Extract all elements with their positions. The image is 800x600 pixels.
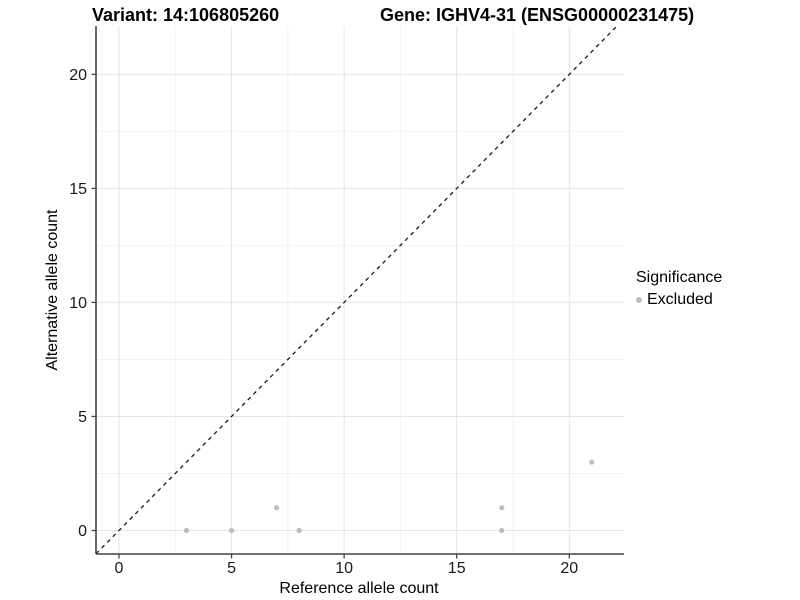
legend-item-label: Excluded — [647, 291, 713, 308]
gene-title: Gene: IGHV4-31 (ENSG00000231475) — [380, 5, 695, 25]
data-point — [228, 527, 235, 534]
x-tick-label: 20 — [560, 560, 578, 577]
data-point — [499, 505, 505, 511]
data-point — [183, 527, 190, 534]
identity-line — [95, 25, 618, 555]
y-tick-label: 20 — [69, 67, 87, 84]
data-point — [589, 459, 595, 465]
y-tick-label: 15 — [69, 181, 87, 198]
data-point — [499, 527, 505, 534]
x-axis-title: Reference allele count — [279, 580, 439, 597]
y-tick-label: 0 — [78, 523, 87, 540]
legend: Significance Excluded — [636, 268, 722, 309]
x-tick-label: 0 — [115, 560, 124, 577]
data-point — [296, 527, 302, 534]
legend-item-excluded: Excluded — [636, 290, 722, 309]
x-tick-label: 5 — [227, 560, 236, 577]
x-tick-label: 15 — [448, 560, 466, 577]
legend-title: Significance — [636, 269, 723, 286]
y-tick-label: 5 — [78, 409, 87, 426]
x-tick-label: 10 — [335, 560, 353, 577]
variant-title: Variant: 14:106805260 — [92, 5, 280, 25]
data-point — [273, 505, 280, 511]
excluded-point-icon — [636, 296, 642, 303]
y-tick-label: 10 — [69, 295, 87, 312]
y-axis-title: Alternative allele count — [44, 209, 61, 371]
